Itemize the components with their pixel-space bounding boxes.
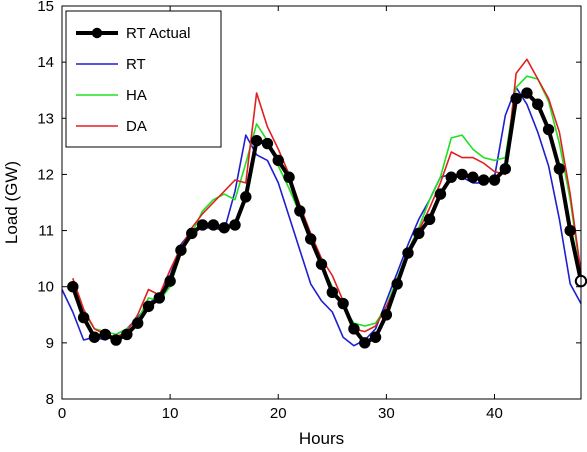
data-point <box>196 219 209 231</box>
y-tick-label: 8 <box>46 391 54 408</box>
plot-frame <box>61 5 582 400</box>
data-point <box>77 311 90 324</box>
data-point <box>380 309 393 321</box>
x-tick-label: 40 <box>486 405 503 422</box>
data-point <box>175 244 187 256</box>
y-tick-label: 10 <box>37 279 54 296</box>
y-tick-label: 12 <box>37 166 54 183</box>
legend-label-rt: RT <box>126 56 146 73</box>
y-tick-label: 9 <box>46 335 54 352</box>
y-tick-label: 11 <box>38 223 54 240</box>
data-point <box>272 154 284 167</box>
data-point <box>142 300 155 313</box>
data-point <box>564 224 576 237</box>
x-axis-label: Hours <box>299 429 344 447</box>
data-point <box>467 171 479 183</box>
y-tick-label: 13 <box>37 110 54 127</box>
data-point <box>218 222 230 234</box>
data-point <box>402 247 414 259</box>
data-point <box>326 286 339 299</box>
legend-label-da: DA <box>126 118 147 135</box>
x-tick-label: 20 <box>270 405 287 422</box>
y-tick-label: 15 <box>37 0 54 15</box>
data-point <box>99 328 111 341</box>
y-tick-label: 14 <box>37 54 54 71</box>
data-point <box>477 174 490 186</box>
data-point <box>369 331 382 343</box>
data-point <box>207 219 220 231</box>
data-point <box>434 188 447 200</box>
data-point <box>423 213 436 226</box>
data-point <box>337 297 349 310</box>
data-point <box>488 174 501 186</box>
data-point <box>110 334 122 346</box>
legend-marker <box>91 27 103 39</box>
data-point <box>240 191 252 203</box>
y-axis-label: Load (GW) <box>2 161 21 244</box>
data-point <box>186 227 198 240</box>
data-point <box>304 233 317 245</box>
x-tick-label: 0 <box>58 405 66 422</box>
legend-label-ha: HA <box>126 87 147 104</box>
data-point <box>121 328 133 341</box>
x-tick-label: 10 <box>162 405 179 422</box>
data-point <box>413 227 425 240</box>
data-point <box>521 87 533 99</box>
legend-label-rt-actual: RT Actual <box>126 25 190 42</box>
data-point <box>261 137 274 150</box>
data-point <box>553 163 566 175</box>
data-point <box>153 292 166 304</box>
data-point <box>164 275 176 287</box>
data-point <box>131 317 144 329</box>
data-point <box>532 98 544 110</box>
data-point <box>391 278 403 290</box>
data-point <box>510 92 522 105</box>
data-point <box>88 331 101 343</box>
legend: RT Actual RT HA DA <box>65 10 222 148</box>
data-point <box>359 337 371 349</box>
data-point <box>283 171 295 183</box>
data-point <box>445 171 457 183</box>
data-point <box>67 281 79 293</box>
series-layer <box>61 58 587 349</box>
data-point <box>250 135 263 147</box>
x-tick-label: 30 <box>378 405 395 422</box>
data-point <box>294 205 306 217</box>
data-point <box>348 323 360 335</box>
data-point <box>542 123 555 136</box>
data-point <box>499 163 512 175</box>
data-point <box>315 258 328 270</box>
data-point <box>229 219 241 231</box>
data-point <box>456 168 468 181</box>
